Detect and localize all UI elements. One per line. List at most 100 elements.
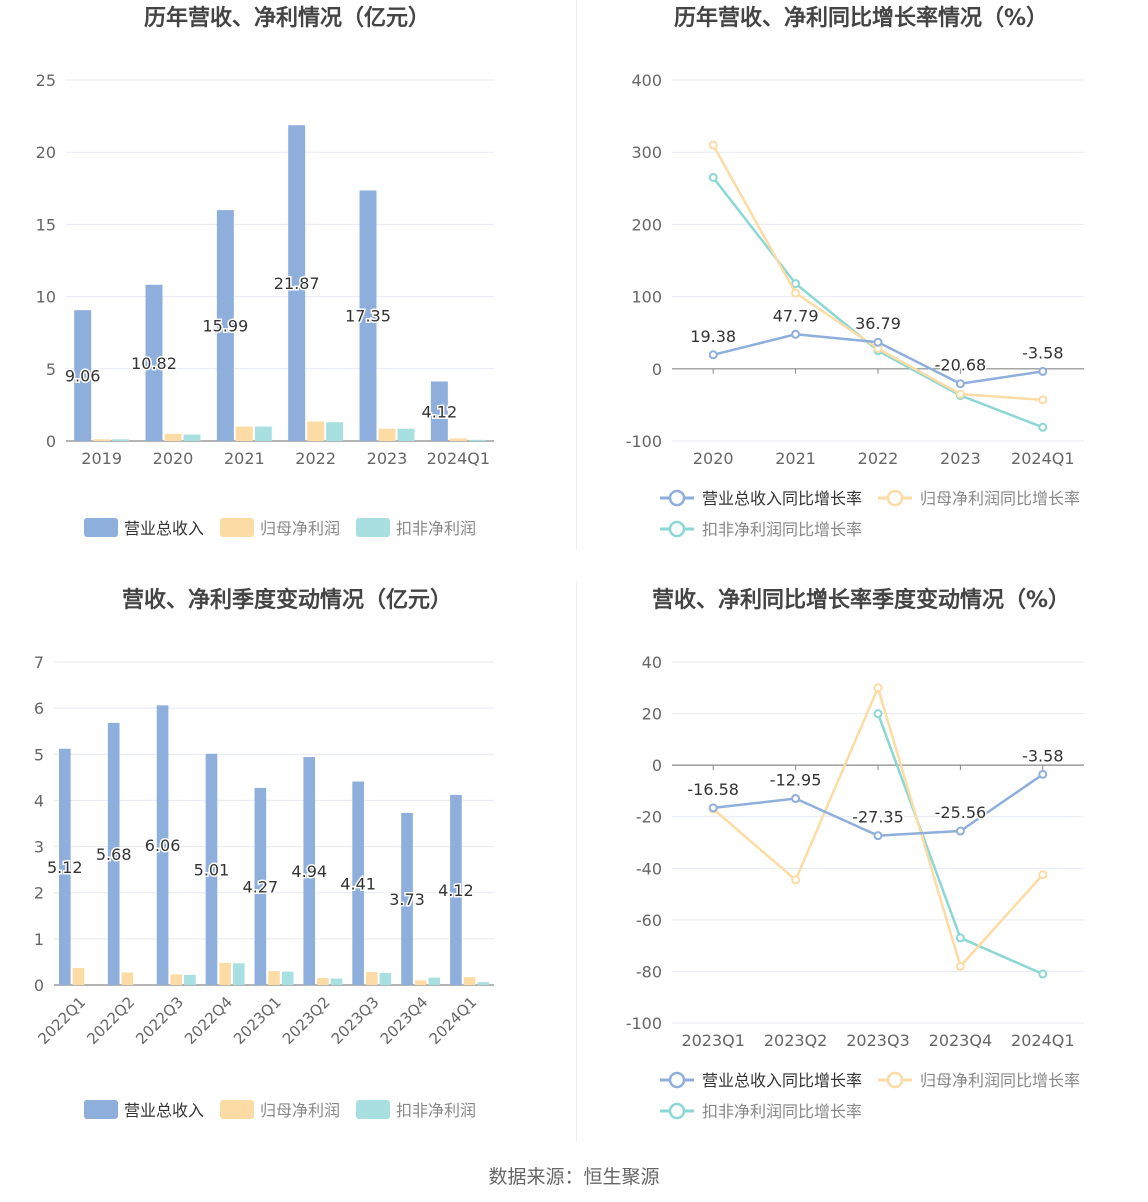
x-tick-label: 2023 (940, 449, 981, 468)
bar-1 (235, 426, 253, 441)
chart-annual-growth: 历年营收、净利同比增长率情况（%） -100 0 100 200 300 400 2020 20… (574, 0, 1148, 580)
legend-label: 归母净利润同比增长率 (920, 1071, 1080, 1090)
data-point-1 (708, 140, 718, 150)
bar-data-label: 10.82 (131, 354, 177, 373)
bar-2 (326, 422, 344, 441)
line-data-label: -12.95 (770, 771, 822, 790)
bar-0 (216, 210, 234, 441)
chart-svg-quarterly-growth: 营收、净利同比增长率季度变动情况（%） -100 -80 -60 -40 -20 0 20 40… (626, 587, 1084, 1121)
y-tick-label: 400 (631, 71, 662, 90)
x-tick-label: 2023Q3 (328, 993, 383, 1048)
bar-data-label: 6.06 (145, 836, 181, 855)
legend-label: 扣非净利润 (396, 1101, 476, 1120)
legend-label: 归母净利润 (260, 1101, 340, 1120)
chart-title: 营收、净利季度变动情况（亿元） (122, 587, 452, 613)
y-tick-label: 6 (34, 699, 44, 718)
bar-data-label: 5.12 (47, 858, 83, 877)
line-data-label: -3.58 (1022, 343, 1063, 362)
bar-0 (254, 787, 267, 985)
chart-title: 历年营收、净利情况（亿元） (144, 5, 430, 31)
bar-2 (183, 434, 201, 441)
x-tick-label: 2021 (224, 449, 265, 468)
x-tick-label: 2022Q1 (34, 993, 89, 1048)
bar-data-label: 4.94 (291, 862, 327, 881)
x-tick-label: 2023 (367, 449, 408, 468)
bar-1 (219, 962, 231, 985)
data-point-2 (1038, 969, 1048, 979)
bar-0 (205, 753, 218, 985)
line-data-label: -16.58 (687, 780, 739, 799)
data-point-1 (791, 288, 801, 298)
bar-1 (307, 421, 325, 441)
legend-label: 扣非净利润同比增长率 (702, 1102, 862, 1121)
legend-label: 营业总收入 (124, 519, 204, 538)
line-data-label: 47.79 (773, 306, 819, 325)
chart-svg-annual-bars: 历年营收、净利情况（亿元） 0 5 10 15 20 25 9.06 2019 10.82 2020… (36, 5, 494, 538)
bar-data-label: 4.12 (422, 402, 458, 421)
bar-0 (145, 284, 163, 441)
data-point-0 (873, 831, 883, 841)
data-point-0 (1038, 366, 1048, 376)
bar-1 (164, 433, 182, 441)
y-tick-label: -40 (636, 859, 662, 878)
legend-swatch (220, 1100, 254, 1119)
x-tick-label: 2021 (775, 449, 816, 468)
line-data-label: -20.68 (935, 356, 987, 375)
bar-1 (72, 967, 85, 985)
x-tick-label: 2020 (153, 449, 194, 468)
bar-1 (121, 972, 134, 985)
x-tick-label: 2023Q4 (377, 993, 432, 1048)
bar-0 (107, 722, 120, 985)
bar-1 (365, 972, 378, 985)
legend-swatch (84, 518, 118, 537)
bar-data-label: 3.73 (389, 890, 425, 909)
data-point-1 (791, 875, 801, 885)
x-tick-label: 2023Q3 (846, 1031, 910, 1050)
data-point-1 (955, 961, 965, 971)
y-tick-label: 0 (34, 976, 44, 995)
series-line-2 (712, 176, 1044, 429)
bar-data-label: 4.12 (438, 881, 474, 900)
data-point-2 (955, 933, 965, 943)
data-point-0 (873, 337, 883, 347)
bar-1 (449, 438, 467, 441)
bar-2 (477, 982, 490, 985)
y-tick-label: 1 (34, 930, 44, 949)
chart-svg-quarterly-bars: 营收、净利季度变动情况（亿元） 0 1 2 3 4 5 6 7 5.12 2022Q1 5.68 202… (34, 587, 494, 1120)
bar-2 (232, 963, 245, 985)
data-point-2 (708, 172, 718, 182)
y-tick-label: -100 (626, 432, 662, 451)
bar-0 (74, 310, 92, 441)
data-point-1 (955, 389, 965, 399)
y-tick-label: 3 (34, 838, 44, 857)
legend-marker (668, 489, 686, 507)
chart-quarterly-revenue-profit: 营收、净利季度变动情况（亿元） 0 1 2 3 4 5 6 7 5.12 2022Q1 5.68 202… (0, 582, 574, 1162)
legend-label: 营业总收入同比增长率 (702, 489, 862, 508)
panel-divider-top (576, 0, 577, 550)
bar-0 (58, 748, 71, 985)
y-tick-label: 25 (36, 71, 56, 90)
y-tick-label: -100 (626, 1014, 662, 1033)
data-point-0 (708, 350, 718, 360)
legend-label: 营业总收入同比增长率 (702, 1071, 862, 1090)
bar-2 (112, 439, 130, 441)
bar-data-label: 17.35 (345, 307, 391, 326)
legend-marker (668, 520, 686, 538)
bar-0 (156, 705, 169, 985)
legend-label: 营业总收入 (124, 1101, 204, 1120)
data-point-0 (791, 329, 801, 339)
bar-2 (428, 977, 441, 985)
y-tick-label: 20 (36, 143, 56, 162)
legend-marker (668, 1102, 686, 1120)
bar-data-label: 4.41 (340, 874, 376, 893)
legend-swatch (220, 518, 254, 537)
y-tick-label: -80 (636, 962, 662, 981)
bar-1 (414, 980, 427, 985)
data-point-2 (791, 279, 801, 289)
bar-data-label: 15.99 (202, 317, 248, 336)
x-tick-label: 2022Q2 (83, 993, 138, 1048)
x-tick-label: 2022Q3 (132, 993, 187, 1048)
series-line-1 (712, 144, 1043, 402)
data-point-1 (1038, 395, 1048, 405)
y-tick-label: 300 (631, 143, 662, 162)
